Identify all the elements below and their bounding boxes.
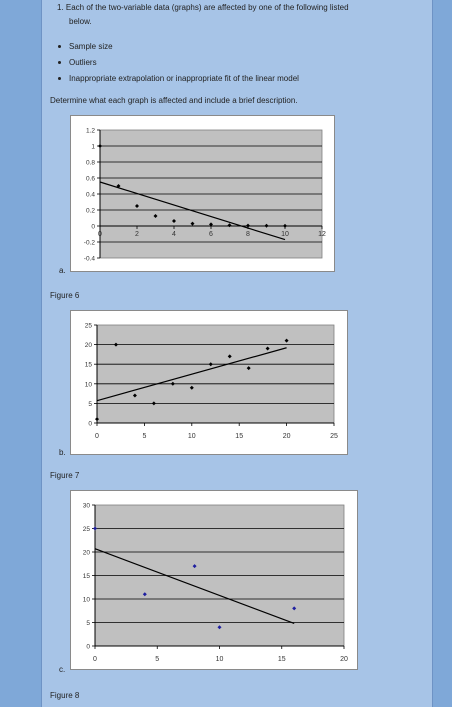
data-point	[142, 592, 147, 597]
data-point	[292, 606, 297, 611]
x-tick-label: 8	[246, 231, 250, 238]
data-point	[113, 342, 118, 347]
y-tick-label: 0	[86, 644, 90, 651]
figure-6-chart: -0.4 -0.2 0 0.2 0.4 0.6 0.8 1 1.2 0 2 4 6 8 10 12	[70, 115, 335, 272]
figure-8-caption: Figure 8	[50, 691, 80, 700]
data-point	[227, 223, 232, 228]
x-tick-label: 25	[330, 433, 338, 440]
bullet-dot	[58, 45, 61, 48]
trendline	[94, 548, 295, 625]
y-tick-label: 1.2	[86, 128, 95, 135]
x-tick-label: 2	[135, 231, 139, 238]
y-tick-label: 5	[88, 401, 92, 408]
figure-7-letter: b.	[59, 448, 66, 457]
data-point	[98, 144, 102, 148]
y-tick-label: 10	[85, 381, 93, 388]
bullet-sample-size: Sample size	[69, 42, 113, 51]
y-tick-label: 0	[91, 224, 95, 231]
bullet-outliers: Outliers	[69, 58, 97, 67]
x-tick-label: 0	[98, 231, 102, 238]
question-text-line1: 1. Each of the two-variable data (graphs…	[57, 3, 349, 12]
data-point	[172, 219, 176, 223]
y-tick-label: -0.4	[84, 256, 96, 263]
trendline	[96, 347, 287, 402]
data-point	[132, 393, 137, 398]
figure-7-plot: 0 5 10 15 20 25 0 5 10 15 20 25	[85, 323, 338, 441]
figure-7-caption: Figure 7	[50, 471, 80, 480]
data-point	[93, 526, 97, 531]
instruction-text: Determine what each graph is affected an…	[50, 96, 298, 105]
x-tick-label: 0	[95, 433, 99, 440]
x-tick-label: 6	[209, 231, 213, 238]
data-point	[265, 346, 270, 351]
data-point	[189, 385, 194, 390]
data-point	[209, 222, 213, 227]
x-tick-label: 20	[283, 433, 291, 440]
x-tick-label: 0	[93, 656, 97, 663]
data-point	[246, 366, 251, 371]
data-point	[192, 564, 197, 569]
figure-8-letter: c.	[59, 665, 66, 674]
y-tick-label: 0.6	[86, 176, 95, 183]
data-point	[227, 354, 232, 359]
data-point	[246, 223, 250, 228]
x-tick-label: 4	[172, 231, 176, 238]
y-tick-label: 30	[83, 503, 91, 510]
x-tick-label: 5	[142, 433, 146, 440]
y-tick-label: 25	[83, 526, 91, 533]
data-point	[116, 184, 121, 188]
figure-8-chart: 0 5 10 15 20 25 30 0 5 10 15 20	[70, 490, 358, 670]
trendline	[99, 181, 286, 241]
x-tick-label: 15	[235, 433, 243, 440]
data-point	[170, 381, 175, 386]
y-tick-label: 0.8	[86, 160, 95, 167]
y-tick-label: 10	[83, 597, 91, 604]
data-point	[190, 221, 195, 226]
figure-6-plot: -0.4-0.200.20.40.60.811.20 2 4 6 8 10 12	[84, 128, 326, 263]
data-point	[217, 625, 222, 630]
y-tick-label: 15	[83, 573, 91, 580]
y-tick-label: 1	[91, 144, 95, 151]
figure-6-letter: a.	[59, 266, 66, 275]
figure-6-caption: Figure 6	[50, 291, 80, 300]
x-tick-label: 15	[278, 656, 286, 663]
y-tick-label: 20	[83, 550, 91, 557]
y-tick-label: 15	[85, 362, 93, 369]
x-tick-label: 10	[216, 656, 224, 663]
x-tick-label: 10	[188, 433, 196, 440]
data-point	[151, 401, 156, 406]
bullet-dot	[58, 77, 61, 80]
y-tick-label: 0	[88, 421, 92, 428]
data-point	[95, 417, 99, 422]
data-point	[283, 223, 287, 228]
question-text-line2: below.	[69, 17, 92, 26]
x-tick-label: 5	[155, 656, 159, 663]
y-tick-label: 0.2	[86, 208, 95, 215]
y-tick-label: -0.2	[84, 240, 96, 247]
y-tick-label: 25	[85, 323, 93, 330]
figure-8-plot: 0 5 10 15 20 25 30 0 5 10 15 20	[83, 503, 348, 664]
bullet-extrapolation: Inappropriate extrapolation or inappropr…	[69, 74, 299, 83]
x-tick-label: 20	[340, 656, 348, 663]
data-point	[135, 204, 139, 208]
figure-7-chart: 0 5 10 15 20 25 0 5 10 15 20 25	[70, 310, 348, 455]
bullet-dot	[58, 61, 61, 64]
y-tick-label: 5	[86, 620, 90, 627]
data-point	[264, 223, 269, 228]
data-point	[208, 362, 213, 367]
x-tick-label: 10	[281, 231, 289, 238]
x-tick-label: 12	[318, 231, 326, 238]
y-tick-label: 20	[85, 342, 93, 349]
data-point	[284, 338, 289, 343]
plot-area	[96, 324, 335, 424]
y-tick-label: 0.4	[86, 192, 95, 199]
data-point	[153, 214, 158, 218]
